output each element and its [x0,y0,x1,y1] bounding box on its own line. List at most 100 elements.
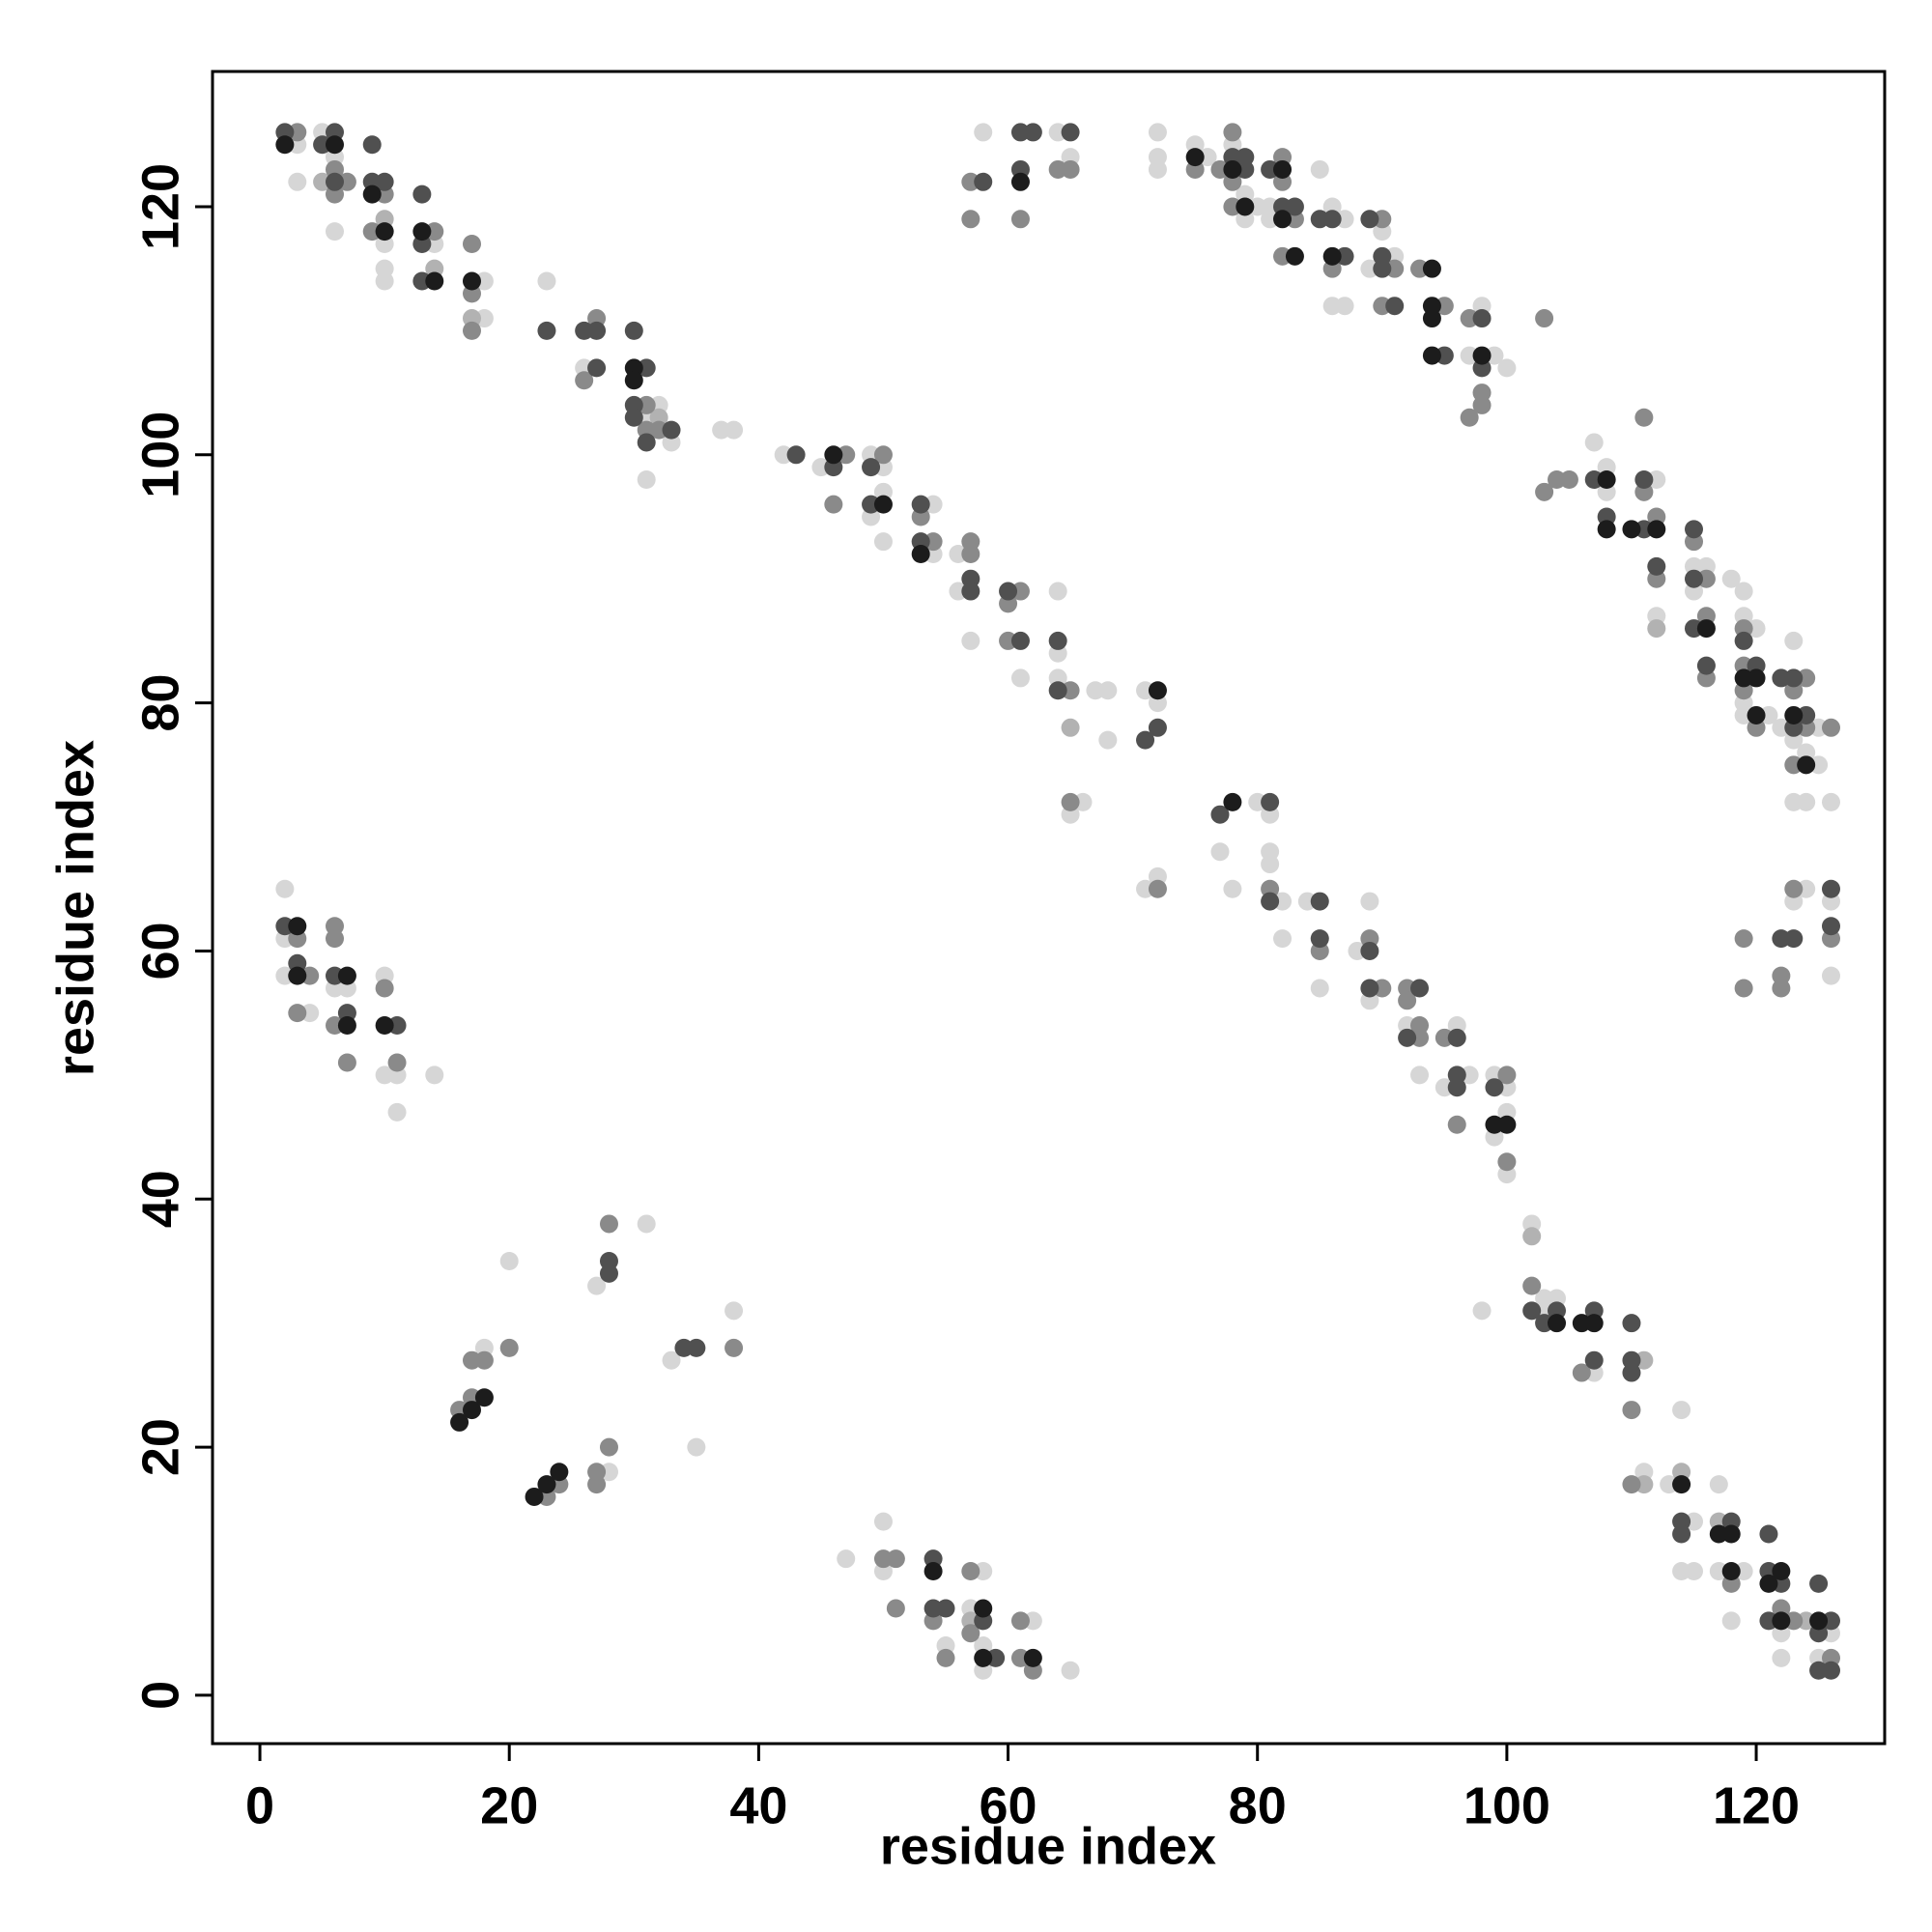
point [1061,718,1080,737]
x-tick-label: 120 [1713,1776,1800,1834]
point [1809,1574,1829,1593]
point [1273,929,1293,949]
point [1322,246,1342,266]
point [1422,259,1441,278]
point [1522,1301,1542,1321]
point [1335,297,1354,316]
point [387,1102,407,1122]
point [462,321,481,340]
point [1148,681,1167,700]
point [724,1338,744,1357]
point [375,271,394,291]
point [326,172,345,191]
point [326,135,345,155]
point [873,445,893,465]
point [1759,1524,1778,1544]
point [724,1301,744,1321]
point [1622,520,1641,539]
point [1061,159,1080,179]
x-tick-label: 100 [1463,1776,1550,1834]
point [1597,520,1616,539]
point [1410,1065,1430,1085]
point [1497,358,1517,378]
point [1422,346,1441,365]
x-tick-label: 0 [245,1776,274,1834]
point [1360,941,1379,960]
point [961,1562,980,1581]
point [1584,1314,1604,1333]
point [1285,197,1304,216]
point [1273,210,1293,229]
point [923,1562,943,1581]
point [450,1412,469,1432]
point [288,966,307,985]
point [1721,1562,1741,1581]
point [1185,148,1205,167]
point [1572,1363,1591,1382]
point [550,1463,569,1482]
point [974,123,993,142]
point [1148,159,1167,179]
point [1497,1115,1517,1134]
point [1747,705,1766,724]
y-tick-label: 0 [131,1681,189,1710]
point [1048,631,1067,650]
point [326,222,345,242]
y-tick-label: 40 [131,1170,189,1228]
point [873,495,893,514]
point [1373,259,1392,278]
point [1685,569,1704,588]
point [1148,123,1167,142]
point [1597,469,1616,489]
point [275,879,295,898]
point [1535,482,1554,501]
point [499,1251,519,1270]
y-tick-label: 20 [131,1418,189,1476]
point [1647,619,1666,639]
y-tick-label: 120 [131,163,189,250]
point [1098,730,1118,750]
point [425,1065,444,1085]
point [687,1338,706,1357]
point [1136,730,1155,750]
point [1061,1661,1080,1680]
point [412,222,432,242]
point [1398,991,1417,1010]
point [1647,556,1666,576]
point [1584,433,1604,452]
point [1148,718,1167,737]
point [362,185,382,204]
point [1447,1028,1466,1047]
point [1148,879,1167,898]
point [1023,123,1042,142]
plot-frame [211,70,1887,1746]
point [599,1264,618,1283]
point [974,172,993,191]
point [1485,1078,1504,1097]
point [474,1388,494,1407]
point [624,371,643,390]
point [1360,979,1379,998]
point [362,135,382,155]
point [1747,668,1766,688]
point [1734,582,1753,601]
point [1010,1611,1030,1631]
point [1360,892,1379,911]
point [1821,792,1840,811]
point [999,582,1018,601]
point [1472,346,1492,365]
y-tick-label: 100 [131,412,189,498]
point [1772,1611,1791,1631]
y-tick-label: 80 [131,674,189,732]
point [462,234,481,253]
point [824,445,843,465]
point [1061,792,1080,811]
point [1322,210,1342,229]
point [587,1276,607,1295]
point [387,1053,407,1072]
x-tick-label: 80 [1229,1776,1287,1834]
point [687,1437,706,1457]
point [1210,842,1230,862]
point [886,1599,905,1618]
